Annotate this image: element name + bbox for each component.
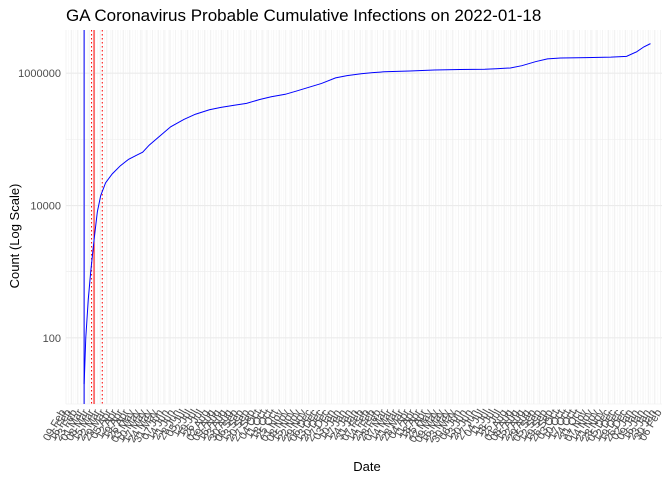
- y-axis-title: Count (Log Scale): [7, 184, 22, 289]
- series-group: [83, 43, 651, 385]
- major-y-gridlines: [66, 72, 662, 339]
- minor-y-gridlines: [66, 139, 662, 405]
- y-axis-ticks: 100 10000 1000000: [18, 68, 61, 345]
- reference-lines: [83, 30, 103, 404]
- y-tick-label: 10000: [30, 201, 61, 213]
- y-tick-label: 1000000: [18, 68, 61, 80]
- x-axis-title: Date: [353, 459, 380, 474]
- series-line: [83, 43, 651, 385]
- y-tick-label: 100: [43, 333, 61, 345]
- x-gridlines: [65, 30, 661, 404]
- chart-title: GA Coronavirus Probable Cumulative Infec…: [66, 6, 542, 25]
